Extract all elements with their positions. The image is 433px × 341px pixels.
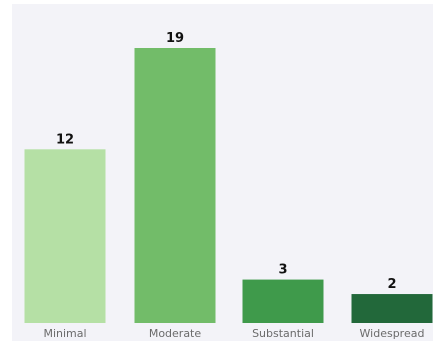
value-label-widespread: 2	[387, 277, 396, 292]
value-label-moderate: 19	[166, 31, 184, 46]
bar-substantial	[242, 279, 324, 323]
category-label-widespread: Widespread	[360, 327, 425, 340]
bar-moderate	[134, 48, 216, 323]
value-labels-layer: 12 19 3 2	[56, 31, 397, 292]
category-label-minimal: Minimal	[43, 327, 86, 340]
category-label-substantial: Substantial	[252, 327, 314, 340]
bar-minimal	[24, 149, 106, 323]
category-labels-layer: Minimal Moderate Substantial Widespread	[43, 327, 424, 340]
value-label-substantial: 3	[278, 263, 287, 278]
value-label-minimal: 12	[56, 132, 74, 147]
bars-layer	[24, 48, 433, 323]
bar-widespread	[351, 294, 433, 323]
category-label-moderate: Moderate	[149, 327, 202, 340]
